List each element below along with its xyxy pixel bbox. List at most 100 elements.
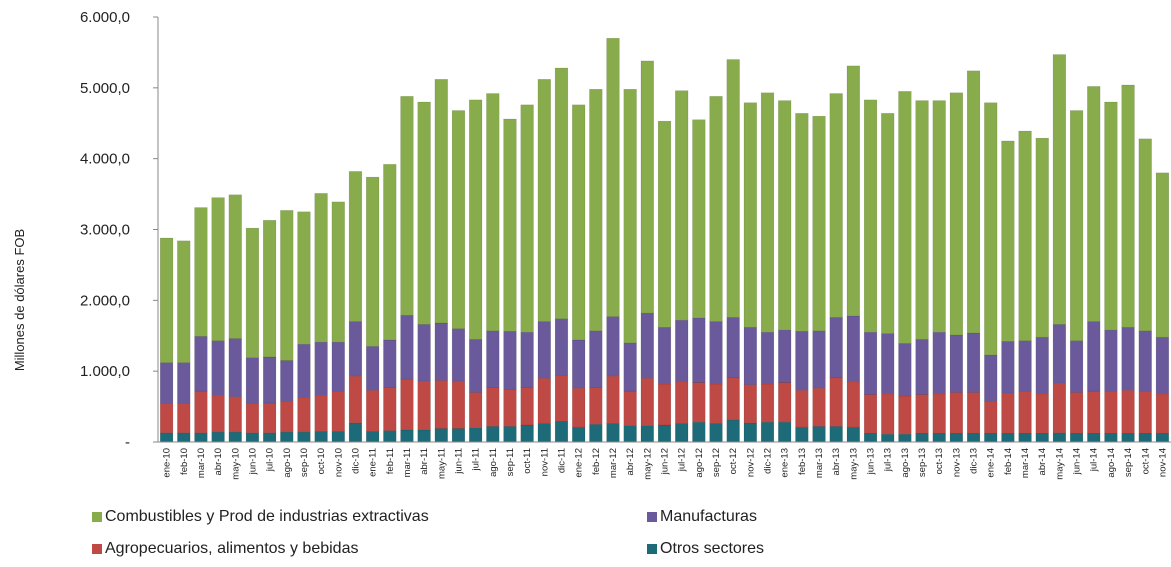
- bar-segment-combustibles: [778, 100, 792, 331]
- bar-segment-manufacturas: [984, 354, 998, 402]
- bar-segment-agropecuarios: [486, 387, 500, 427]
- bar-segment-manufacturas: [486, 330, 500, 388]
- bar-segment-agropecuarios: [984, 400, 998, 434]
- bar-segment-manufacturas: [1018, 340, 1032, 392]
- bar-segment-agropecuarios: [606, 375, 620, 424]
- x-tick-label: may-13: [848, 448, 859, 480]
- legend-item-otros: Otros sectores: [647, 540, 764, 558]
- bar-segment-combustibles: [331, 201, 345, 343]
- bar-segment-combustibles: [829, 93, 843, 318]
- x-tick-label: jul-13: [883, 448, 894, 472]
- bar-segment-otros: [469, 427, 483, 443]
- bar-segment-otros: [812, 426, 826, 443]
- bar-segment-agropecuarios: [366, 390, 380, 432]
- bar-segment-agropecuarios: [1104, 391, 1118, 434]
- bar-segment-manufacturas: [537, 321, 551, 379]
- x-tick-label: dic-11: [556, 448, 567, 473]
- x-tick-label: abr-10: [213, 448, 224, 475]
- bar-segment-manufacturas: [675, 319, 689, 383]
- bar-segment-combustibles: [1138, 138, 1152, 332]
- bar-segment-manufacturas: [606, 316, 620, 377]
- bar-segment-otros: [383, 430, 397, 443]
- y-axis: - 1.000,0 2.000,0 3.000,0 4.000,0 5.000,0 6.00…: [80, 9, 159, 451]
- bar-segment-combustibles: [1155, 172, 1170, 338]
- bar-segment-otros: [1052, 432, 1067, 443]
- bar-segment-combustibles: [692, 119, 706, 319]
- bar-segment-otros: [417, 429, 431, 443]
- bar-segment-otros: [898, 433, 912, 443]
- bar-segment-combustibles: [1104, 101, 1118, 331]
- bar-segment-agropecuarios: [1121, 390, 1135, 434]
- bar-segment-combustibles: [503, 118, 517, 332]
- x-tick-label: feb-14: [1003, 448, 1014, 475]
- bar-segment-manufacturas: [503, 331, 517, 390]
- bar-segment-combustibles: [469, 99, 483, 340]
- bar-segment-agropecuarios: [881, 393, 895, 435]
- bar-segment-manufacturas: [520, 331, 534, 388]
- bar-segment-otros: [1155, 433, 1170, 443]
- bar-segment-combustibles: [915, 100, 929, 340]
- y-tick-label: 5.000,0: [80, 80, 130, 97]
- bar-segment-manufacturas: [915, 339, 929, 395]
- bar-segment-otros: [228, 431, 242, 443]
- bar-segment-agropecuarios: [245, 403, 260, 434]
- bar-segment-otros: [863, 433, 878, 443]
- x-tick-label: ene-10: [162, 448, 173, 478]
- bar-segment-agropecuarios: [898, 395, 912, 435]
- bar-segment-agropecuarios: [795, 390, 809, 428]
- x-tick-label: jul-10: [265, 448, 276, 472]
- bar-segment-combustibles: [606, 38, 620, 317]
- bar-segment-combustibles: [709, 96, 723, 322]
- x-tick-label: may-10: [230, 448, 241, 480]
- bar-segment-manufacturas: [434, 322, 448, 381]
- bar-segment-manufacturas: [1052, 324, 1067, 384]
- bar-segment-agropecuarios: [1087, 390, 1101, 434]
- x-tick-label: ene-12: [574, 448, 585, 478]
- bar-segment-manufacturas: [400, 314, 414, 380]
- bar-segment-manufacturas: [657, 327, 672, 385]
- bar-segment-otros: [1087, 433, 1101, 443]
- bar-segment-otros: [572, 426, 586, 443]
- bar-segment-agropecuarios: [503, 389, 517, 427]
- bar-segment-combustibles: [520, 104, 534, 333]
- bar-segment-combustibles: [675, 90, 689, 321]
- bar-segment-otros: [537, 423, 551, 443]
- y-tick-label: 6.000,0: [80, 9, 130, 26]
- x-tick-label: nov-13: [951, 448, 962, 477]
- bar-segment-combustibles: [726, 59, 740, 318]
- bar-segment-agropecuarios: [778, 382, 792, 423]
- bar-segment-manufacturas: [469, 339, 483, 393]
- bar-segment-manufacturas: [743, 327, 757, 385]
- bar-segment-otros: [1001, 433, 1015, 443]
- bar-segment-manufacturas: [331, 341, 345, 392]
- bar-segment-manufacturas: [778, 329, 792, 383]
- legend-label-agropecuarios: Agropecuarios, alimentos y bebidas: [105, 540, 359, 557]
- x-tick-label: oct-13: [934, 448, 945, 474]
- bar-segment-combustibles: [263, 220, 277, 358]
- bar-segment-manufacturas: [383, 339, 397, 388]
- x-tick-label: abr-11: [419, 448, 430, 475]
- bar-segment-agropecuarios: [263, 402, 277, 434]
- bar-segment-otros: [503, 426, 517, 443]
- x-tick-label: oct-10: [316, 448, 327, 474]
- bar-segment-agropecuarios: [726, 377, 740, 421]
- x-tick-label: mar-13: [814, 448, 825, 478]
- bar-segment-otros: [606, 423, 620, 443]
- bar-segment-agropecuarios: [1035, 393, 1049, 434]
- legend-swatch-combustibles: [92, 512, 102, 522]
- bar-segment-manufacturas: [1069, 340, 1084, 393]
- bar-segment-combustibles: [657, 120, 672, 328]
- bar-segment-otros: [348, 422, 363, 443]
- bar-segment-manufacturas: [1087, 321, 1101, 392]
- bar-segment-manufacturas: [1155, 336, 1170, 395]
- bar-segment-manufacturas: [572, 339, 586, 389]
- legend-label-combustibles: Combustibles y Prod de industrias extrac…: [105, 508, 429, 525]
- bar-segment-agropecuarios: [675, 381, 689, 424]
- bar-segment-agropecuarios: [966, 392, 981, 434]
- bar-segment-combustibles: [846, 65, 860, 317]
- x-tick-label: ago-14: [1106, 448, 1117, 478]
- bar-segment-manufacturas: [451, 328, 466, 382]
- x-tick-label: dic-13: [969, 448, 980, 474]
- bar-segment-otros: [623, 425, 637, 443]
- bar-segment-otros: [589, 424, 603, 443]
